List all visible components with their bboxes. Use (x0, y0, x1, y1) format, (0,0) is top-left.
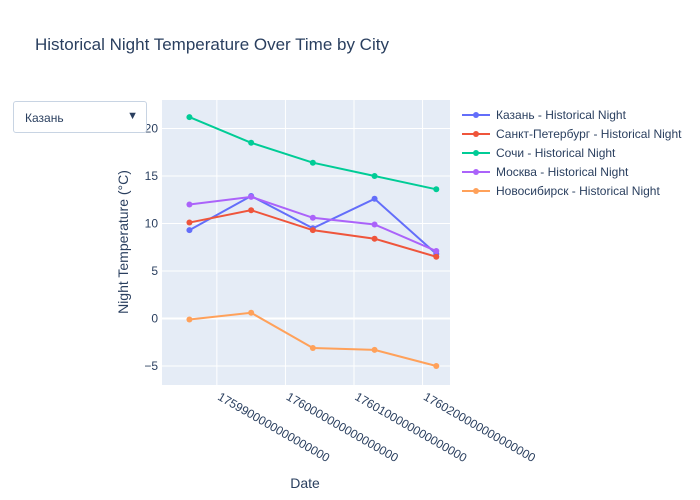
legend-label: Москва - Historical Night (496, 165, 629, 179)
legend-marker (473, 188, 479, 194)
x-tick-label: 1760100000000000000 (353, 389, 470, 465)
y-tick-label: 20 (145, 122, 159, 136)
data-point (186, 316, 193, 323)
legend-label: Новосибирск - Historical Night (496, 184, 660, 198)
y-tick-label: 5 (151, 264, 158, 278)
data-point (371, 195, 378, 202)
data-point (433, 248, 440, 255)
y-tick-label: 0 (151, 312, 158, 326)
chart-title: Historical Night Temperature Over Time b… (35, 35, 389, 54)
plot-area (162, 100, 450, 385)
city-dropdown[interactable]: Казань ▼ (13, 101, 147, 133)
series-layer (186, 114, 440, 369)
y-tick-label: 15 (145, 169, 159, 183)
data-point (371, 346, 378, 353)
data-point (248, 207, 255, 214)
x-tick-label: 1760000000000000000 (284, 389, 401, 465)
y-tick-label: 10 (145, 217, 159, 231)
x-axis-title: Date (290, 475, 320, 491)
data-point (248, 309, 255, 316)
data-point (371, 221, 378, 228)
data-point (186, 114, 193, 121)
legend-label: Сочи - Historical Night (496, 146, 616, 160)
data-point (371, 173, 378, 179)
data-point (433, 186, 440, 193)
triangle-down-icon: ▼ (127, 110, 138, 122)
data-point (433, 363, 440, 369)
legend-item[interactable]: Москва - Historical Night (462, 165, 629, 179)
legend: Казань - Historical Night Санкт-Петербург… (462, 108, 682, 198)
x-tick-label: 1759900000000000000 (215, 389, 332, 465)
data-point (309, 214, 316, 221)
legend-marker (473, 112, 479, 118)
legend-marker (473, 169, 479, 175)
y-axis-title: Night Temperature (°C) (115, 170, 131, 314)
data-point (371, 235, 378, 242)
data-point (186, 201, 193, 208)
data-point (433, 253, 440, 260)
y-tick-label: −5 (144, 359, 158, 373)
x-tick-label: 1760200000000000000 (421, 389, 538, 465)
legend-item[interactable]: Сочи - Historical Night (462, 146, 616, 160)
data-point (309, 159, 316, 166)
gridlines (162, 100, 450, 385)
dropdown-selected-label: Казань (25, 111, 64, 125)
legend-marker (473, 131, 479, 137)
data-point (309, 227, 316, 234)
legend-label: Санкт-Петербург - Historical Night (496, 127, 682, 141)
legend-item[interactable]: Новосибирск - Historical Night (462, 184, 660, 198)
legend-item[interactable]: Санкт-Петербург - Historical Night (462, 127, 682, 141)
legend-label: Казань - Historical Night (496, 108, 627, 122)
legend-marker (473, 150, 479, 156)
data-point (186, 227, 193, 234)
data-point (248, 193, 255, 200)
data-point (186, 219, 193, 226)
legend-item[interactable]: Казань - Historical Night (462, 108, 627, 122)
data-point (248, 139, 255, 146)
data-point (309, 344, 316, 351)
